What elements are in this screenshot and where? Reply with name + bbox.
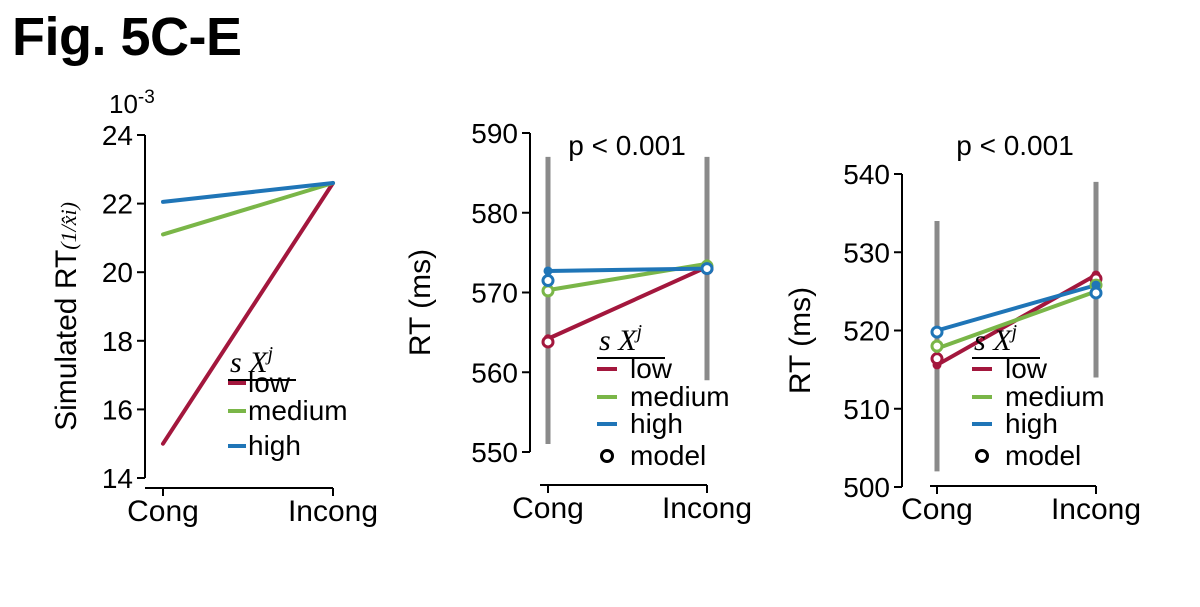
legend-label-medium: medium bbox=[248, 395, 348, 426]
model-point-low bbox=[541, 335, 555, 349]
figure-title: Fig. 5C-E bbox=[12, 7, 242, 67]
legend-swatch-model bbox=[975, 449, 989, 463]
legend-label-high: high bbox=[248, 430, 301, 461]
model-point-high bbox=[541, 274, 555, 288]
y-multiplier: 10-3 bbox=[109, 87, 155, 119]
legend-label-model: model bbox=[1005, 440, 1081, 471]
x-tick-label: Incong bbox=[662, 492, 752, 525]
legend-header: s Xj bbox=[599, 321, 643, 357]
legend-label-medium: medium bbox=[1005, 381, 1105, 412]
y-tick-label: 580 bbox=[471, 198, 518, 229]
model-point-high bbox=[930, 325, 944, 339]
y-tick-label: 590 bbox=[471, 118, 518, 149]
legend-label-low: low bbox=[1005, 353, 1048, 384]
series-line-high bbox=[935, 283, 1098, 333]
model-point-high bbox=[700, 262, 714, 276]
y-tick-label: 20 bbox=[102, 257, 133, 288]
model-point-medium bbox=[930, 339, 944, 353]
series-line-medium bbox=[161, 181, 335, 237]
y-tick-label: 520 bbox=[843, 316, 890, 347]
y-tick-label: 510 bbox=[843, 394, 890, 425]
series-line-low bbox=[546, 264, 709, 341]
x-tick-label: Cong bbox=[512, 492, 584, 525]
x-tick-label: Incong bbox=[288, 495, 378, 528]
legend-header: s Xj bbox=[230, 343, 274, 379]
p-value-annotation: p < 0.001 bbox=[956, 130, 1074, 161]
legend-label-high: high bbox=[1005, 408, 1058, 439]
model-point-low bbox=[930, 352, 944, 366]
legend-label-low: low bbox=[248, 367, 291, 398]
y-axis-label: RT (ms) bbox=[784, 287, 817, 394]
y-axis-label: Simulated RT(1/x̂i) bbox=[50, 202, 83, 431]
y-tick-label: 500 bbox=[843, 472, 890, 503]
y-tick-label: 530 bbox=[843, 237, 890, 268]
x-tick-label: Incong bbox=[1051, 493, 1141, 526]
y-tick-label: 560 bbox=[471, 357, 518, 388]
series-line-medium bbox=[935, 289, 1098, 351]
legend-label-medium: medium bbox=[630, 381, 730, 412]
panel-e: 500 510 520 530 540 Cong Incong RT (ms) p < 0.00… bbox=[784, 130, 1141, 526]
panel-c: 14 16 18 20 22 24 Cong Incong Simulated RT(1/x̂i… bbox=[50, 87, 378, 528]
y-tick-label: 14 bbox=[102, 463, 133, 494]
series-line-high bbox=[546, 266, 709, 273]
panel-d: 550 560 570 580 590 Cong Incong RT (ms) p < 0.00… bbox=[404, 118, 752, 525]
x-tick-label: Cong bbox=[901, 493, 973, 526]
y-tick-label: 18 bbox=[102, 326, 133, 357]
data-point-high bbox=[543, 266, 553, 276]
series-line-low bbox=[161, 181, 335, 446]
y-tick-label: 24 bbox=[102, 120, 133, 151]
model-point-high bbox=[1089, 286, 1103, 300]
y-tick-label: 22 bbox=[102, 189, 133, 220]
y-tick-label: 570 bbox=[471, 278, 518, 309]
legend-label-high: high bbox=[630, 408, 683, 439]
y-tick-label: 540 bbox=[843, 159, 890, 190]
y-axis-label: RT (ms) bbox=[404, 249, 437, 356]
p-value-annotation: p < 0.001 bbox=[568, 130, 686, 161]
legend-label-low: low bbox=[630, 353, 673, 384]
model-point-medium bbox=[541, 284, 555, 298]
legend-swatch-model bbox=[600, 449, 614, 463]
y-tick-label: 550 bbox=[471, 437, 518, 468]
legend-header: s Xj bbox=[974, 321, 1018, 357]
series-line-high bbox=[161, 181, 335, 204]
legend-label-model: model bbox=[630, 440, 706, 471]
y-tick-label: 16 bbox=[102, 394, 133, 425]
x-tick-label: Cong bbox=[127, 495, 199, 528]
